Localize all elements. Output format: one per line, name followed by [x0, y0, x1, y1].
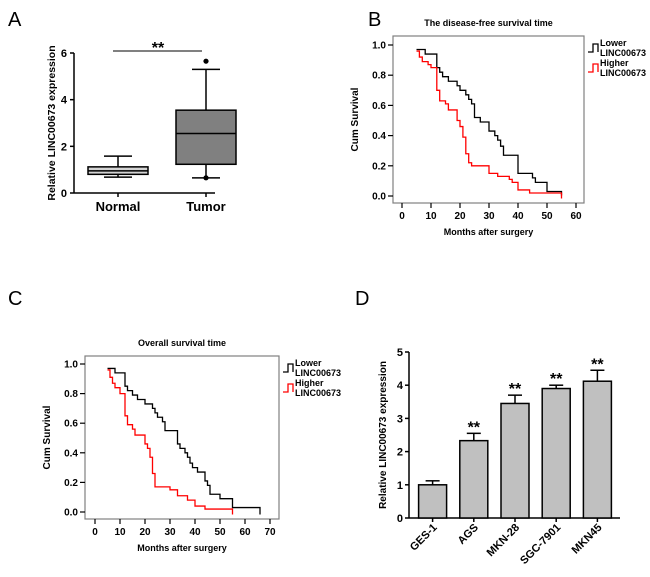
bar-mkn45 — [582, 380, 613, 519]
panel-label-c: C — [8, 288, 22, 310]
x-tick-label: SGC-7901 — [518, 522, 563, 567]
y-tick-label: 4 — [61, 95, 68, 107]
bar-mkn-28 — [500, 402, 530, 519]
legend-label-line2: LINC00673 — [295, 388, 341, 398]
x-tick-label: 0 — [92, 527, 98, 538]
y-tick-label: 0.2 — [372, 161, 386, 172]
x-tick-label: 50 — [214, 527, 226, 538]
legend-label-line1: Lower — [600, 38, 627, 48]
legend-label-line1: Higher — [600, 58, 629, 68]
bar-ags — [459, 439, 489, 519]
x-tick-label: Tumor — [186, 199, 225, 214]
bar-ges-1 — [417, 484, 448, 519]
y-tick-label: 3 — [397, 413, 403, 425]
x-tick-label: 60 — [570, 211, 582, 222]
y-tick-label: 1.0 — [372, 41, 386, 52]
bar-chart-panel: 0 1 2 3 4 5 Relative LINC00673 expression GES-1… — [378, 347, 620, 567]
x-tick-label: 70 — [264, 527, 276, 538]
panel-label-a: A — [8, 9, 22, 31]
plot-frame — [84, 355, 280, 520]
legend-swatch-icon — [588, 43, 599, 53]
significance-label: ** — [550, 371, 563, 388]
y-axis-title: Cum Survival — [42, 405, 53, 469]
outlier-point — [203, 175, 209, 181]
x-tick-label: 10 — [425, 211, 437, 222]
y-tick-label: 5 — [397, 347, 403, 359]
legend-label-line2: LINC00673 — [600, 68, 646, 78]
x-tick-label: MKN-28 — [485, 522, 522, 559]
legend-label-line2: LINC00673 — [600, 48, 646, 58]
legend-swatch-icon — [588, 63, 599, 73]
chart-title: The disease-free survival time — [424, 18, 553, 28]
x-tick-label: 30 — [483, 211, 495, 222]
x-tick-label: 40 — [189, 527, 201, 538]
dfs-kaplan-meier-panel: The disease-free survival time 0.0 0.2 0.4 0… — [350, 18, 646, 237]
legend-label-line2: LINC00673 — [295, 368, 341, 378]
x-axis-title: Months after surgery — [444, 227, 534, 237]
x-tick-label: 20 — [454, 211, 466, 222]
significance-label: ** — [468, 419, 481, 436]
panel-label-d: D — [355, 288, 369, 310]
legend-swatch-icon — [283, 363, 294, 373]
plot-frame — [392, 35, 585, 204]
x-axis-title: Months after surgery — [137, 543, 227, 553]
y-axis-title: Relative LINC00673 expression — [46, 45, 58, 200]
y-tick-label: 0.4 — [64, 448, 78, 459]
y-tick-label: 0.0 — [372, 192, 386, 203]
y-axis-title: Cum Survival — [350, 87, 361, 151]
x-tick-label: 10 — [114, 527, 126, 538]
x-tick-label: AGS — [456, 522, 481, 547]
boxplot-panel: 0 2 4 6 Normal Tumor ** Relative LINC00673 expr… — [46, 40, 237, 214]
x-tick-label: 30 — [164, 527, 176, 538]
x-tick-label: 20 — [139, 527, 151, 538]
km-curve-lower — [416, 48, 563, 196]
y-tick-label: 0 — [61, 188, 67, 200]
y-tick-label: 4 — [397, 380, 404, 392]
x-tick-label: 60 — [239, 527, 251, 538]
significance-label: ** — [591, 356, 604, 373]
y-tick-label: 0.2 — [64, 478, 78, 489]
y-tick-label: 1 — [397, 480, 403, 492]
chart-title: Overall survival time — [138, 338, 226, 348]
y-tick-label: 0.8 — [372, 71, 386, 82]
x-tick-label: MKN45 — [570, 522, 605, 557]
y-tick-label: 0.8 — [64, 389, 78, 400]
y-tick-label: 0.4 — [372, 131, 386, 142]
x-tick-label: 40 — [512, 211, 524, 222]
legend-swatch-icon — [283, 383, 294, 393]
x-tick-label: Normal — [96, 199, 141, 214]
x-tick-label: GES-1 — [408, 522, 440, 554]
x-tick-label: 0 — [399, 211, 405, 222]
legend-label-line1: Lower — [295, 358, 322, 368]
significance-label: ** — [509, 381, 522, 398]
km-curve-higher — [107, 369, 234, 515]
os-kaplan-meier-panel: Overall survival time 0.0 0.2 0.4 0.6 0.8 1.0 0… — [42, 338, 341, 553]
y-axis-title: Relative LINC00673 expression — [378, 361, 389, 509]
bar-sgc-7901 — [541, 387, 571, 519]
y-tick-label: 0.0 — [64, 508, 78, 519]
y-tick-label: 0.6 — [372, 101, 386, 112]
y-tick-label: 1.0 — [64, 360, 78, 371]
km-curve-lower — [107, 367, 261, 515]
x-tick-label: 50 — [541, 211, 553, 222]
y-tick-label: 2 — [397, 447, 403, 459]
significance-label: ** — [152, 40, 165, 57]
y-tick-label: 6 — [61, 48, 67, 60]
y-tick-label: 0.6 — [64, 419, 78, 430]
y-tick-label: 0 — [397, 513, 403, 525]
legend-label-line1: Higher — [295, 378, 324, 388]
panel-label-b: B — [368, 9, 381, 31]
box-tumor — [175, 109, 237, 166]
outlier-point — [203, 58, 209, 64]
y-tick-label: 2 — [61, 141, 67, 153]
km-curve-higher — [416, 50, 563, 199]
